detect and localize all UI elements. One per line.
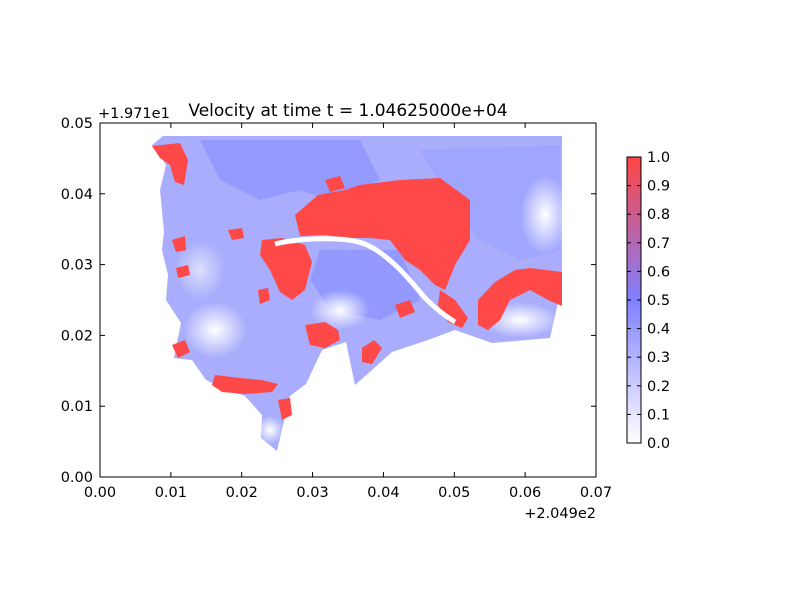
red-region (172, 340, 190, 358)
pale-region (256, 416, 284, 444)
x-tick-label: 0.03 (296, 485, 328, 501)
pale-region (175, 240, 225, 300)
colorbar-ticks: 0.0 0.1 0.2 0.3 0.4 0.5 0.6 0.7 0.8 0.9 1.0 (627, 150, 670, 452)
y-axis-ticks: 0.00 0.01 0.02 0.03 0.04 0.05 (61, 116, 596, 486)
colorbar-tick-label: 0.4 (647, 322, 670, 338)
y-tick-label: 0.05 (61, 116, 93, 132)
red-region (176, 265, 190, 278)
red-region (278, 398, 292, 420)
chart-title: Velocity at time t = 1.04625000e+04 (188, 101, 507, 121)
pale-region (520, 175, 570, 255)
red-region (258, 288, 270, 304)
velocity-heatmap (152, 136, 570, 451)
white-channel (274, 236, 457, 325)
colorbar-tick-label: 1.0 (647, 150, 670, 166)
red-region (295, 178, 470, 290)
red-region (152, 143, 188, 185)
red-region (260, 238, 312, 300)
pale-region (310, 290, 370, 330)
colorbar-tick-label: 0.2 (647, 379, 670, 395)
y-tick-label: 0.00 (61, 470, 93, 486)
x-tick-label: 0.06 (509, 485, 541, 501)
red-region (325, 176, 345, 192)
red-region (438, 290, 468, 328)
red-region (212, 375, 278, 394)
x-tick-label: 0.01 (155, 485, 187, 501)
colorbar-tick-label: 0.5 (647, 293, 670, 309)
colorbar: 0.0 0.1 0.2 0.3 0.4 0.5 0.6 0.7 0.8 0.9 1.0 (626, 150, 670, 452)
colorbar-tick-label: 0.6 (647, 264, 670, 280)
red-region (362, 340, 382, 364)
x-axis-ticks: 0.00 0.01 0.02 0.03 0.04 0.05 0.06 0.07 (84, 123, 612, 501)
colorbar-tick-label: 0.9 (647, 179, 670, 195)
red-region (305, 322, 340, 348)
y-tick-label: 0.03 (61, 258, 93, 274)
x-tick-label: 0.02 (226, 485, 258, 501)
red-region (478, 268, 562, 330)
y-tick-label: 0.04 (61, 187, 93, 203)
colorbar-tick-label: 0.8 (647, 207, 670, 223)
x-tick-label: 0.07 (580, 485, 612, 501)
red-region (395, 300, 415, 318)
x-tick-label: 0.04 (367, 485, 399, 501)
x-tick-label: 0.00 (84, 485, 116, 501)
high-velocity-regions (152, 143, 562, 420)
y-offset-label: +1.971e1 (98, 106, 170, 122)
colorbar-tick-label: 0.7 (647, 236, 670, 252)
axes-frame (99, 122, 597, 478)
colorbar-tick-label: 0.3 (647, 350, 670, 366)
y-tick-label: 0.02 (61, 328, 93, 344)
x-offset-label: +2.049e2 (524, 506, 596, 522)
colorbar-tick-label: 0.0 (647, 436, 670, 452)
pale-region (183, 302, 247, 358)
colorbar-tick-label: 0.1 (647, 407, 670, 423)
red-region (228, 228, 244, 240)
y-tick-label: 0.01 (61, 399, 93, 415)
x-tick-label: 0.05 (438, 485, 470, 501)
red-region (172, 236, 186, 252)
